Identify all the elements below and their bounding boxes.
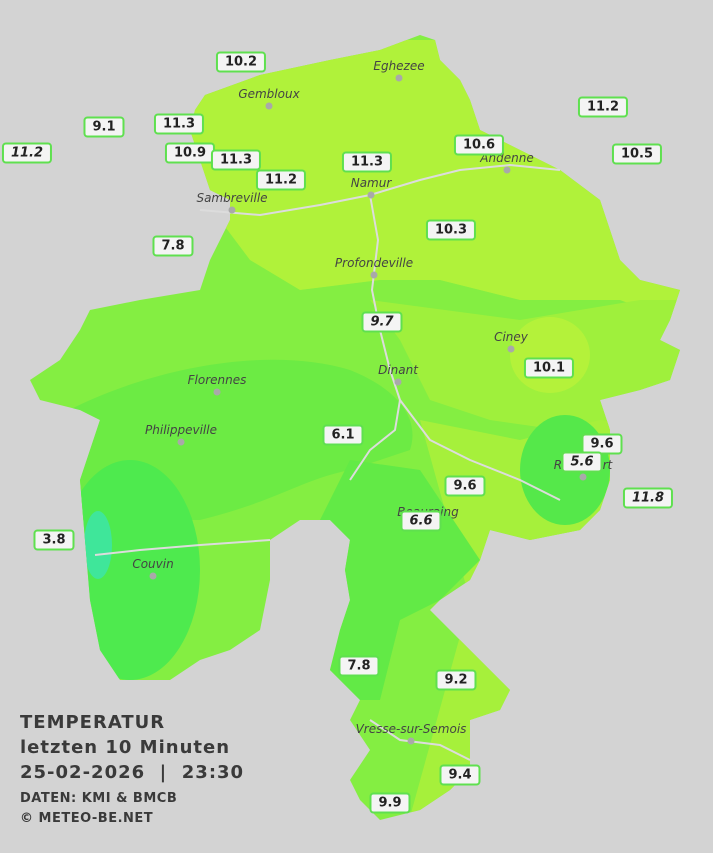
temp-label: 6.6 [400, 510, 442, 532]
town-dot [213, 388, 221, 396]
source: DATEN: KMI & BMCB [20, 791, 178, 806]
temp-label: 10.5 [611, 143, 663, 165]
temp-label: 11.2 [255, 169, 307, 191]
temp-label: 9.4 [439, 764, 481, 786]
temp-label: 9.2 [435, 669, 477, 691]
town-label: Couvin [132, 557, 174, 571]
temp-label: 7.8 [152, 235, 194, 257]
temp-label: 5.6 [561, 451, 603, 473]
temp-label: 10.2 [215, 51, 267, 73]
temp-label: 11.3 [341, 151, 393, 173]
town-dot [177, 438, 185, 446]
town-label: Florennes [187, 373, 247, 387]
temp-label: 11.3 [153, 113, 205, 135]
town-dot [265, 102, 273, 110]
town-label: Ciney [494, 330, 528, 344]
town-label: Vresse-sur-Semois [355, 722, 467, 736]
town-label: Eghezee [373, 59, 425, 73]
town-dot [367, 191, 375, 199]
town-dot [149, 572, 157, 580]
timestamp: 25-02-2026 | 23:30 [20, 762, 245, 783]
temp-label: 3.8 [33, 529, 75, 551]
temp-label: 10.3 [425, 219, 477, 241]
town-dot [503, 166, 511, 174]
title: TEMPERATUR [20, 712, 166, 733]
town-dot [228, 206, 236, 214]
temp-label: 10.1 [523, 357, 575, 379]
town-dot [407, 737, 415, 745]
temp-label: 9.7 [361, 311, 403, 333]
temp-label: 7.8 [338, 655, 380, 677]
town-label: Sambreville [196, 191, 268, 205]
temp-label: 9.1 [83, 116, 125, 138]
temp-label: 9.9 [369, 792, 411, 814]
temp-label: 11.8 [622, 487, 674, 509]
temp-label: 11.2 [1, 142, 53, 164]
temp-label: 11.2 [577, 96, 629, 118]
town-dot [579, 473, 587, 481]
temp-label: 10.6 [453, 134, 505, 156]
rivers [94, 163, 561, 761]
town-label: Profondeville [334, 256, 414, 270]
temp-label: 10.9 [164, 142, 216, 164]
temp-label: 11.3 [210, 149, 262, 171]
copyright: © METEO-BE.NET [20, 811, 154, 826]
town-dot [507, 345, 515, 353]
town-dot [370, 271, 378, 279]
temp-label: 6.1 [322, 424, 364, 446]
town-label: Dinant [378, 363, 418, 377]
town-label: Namur [350, 176, 392, 190]
town-label: Gembloux [238, 87, 300, 101]
town-dot [395, 74, 403, 82]
subtitle: letzten 10 Minuten [20, 737, 231, 758]
town-dot [394, 378, 402, 386]
town-label: Philippeville [145, 423, 217, 437]
temp-label: 9.6 [444, 475, 486, 497]
